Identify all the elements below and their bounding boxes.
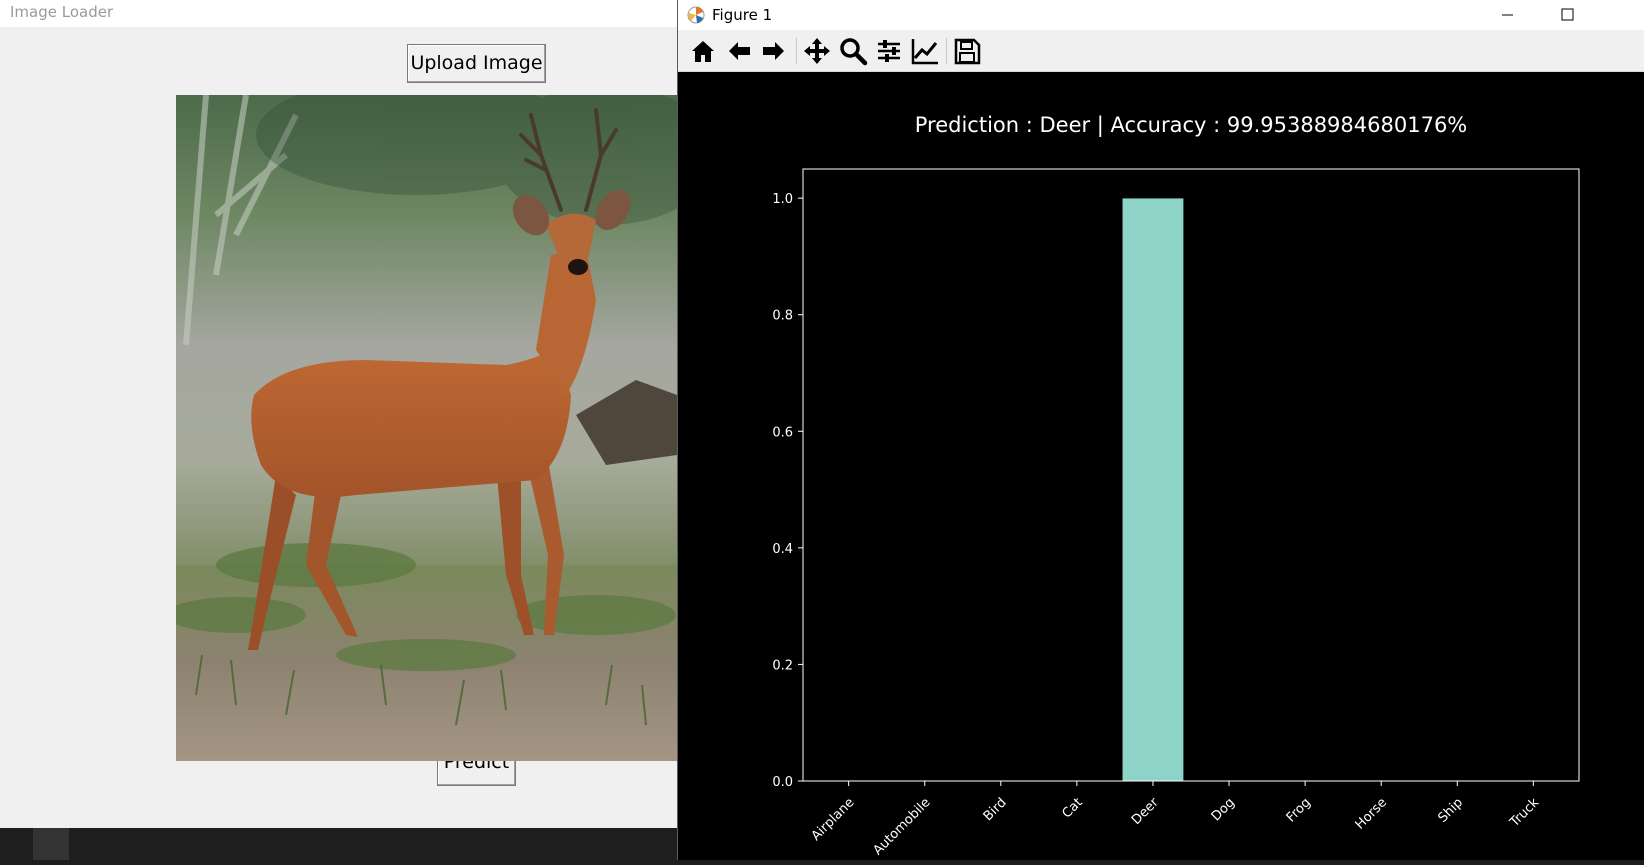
home-button[interactable] bbox=[688, 36, 718, 66]
matplotlib-logo-icon bbox=[687, 6, 705, 24]
loader-window-title: Image Loader bbox=[10, 3, 114, 21]
home-icon bbox=[692, 41, 714, 62]
zoom-button[interactable] bbox=[838, 36, 868, 66]
pan-icon bbox=[804, 38, 830, 64]
bar-chart: Prediction : Deer | Accuracy : 99.953889… bbox=[772, 113, 1580, 858]
y-tick-label: 0.6 bbox=[772, 425, 793, 440]
figure-window-title: Figure 1 bbox=[712, 6, 773, 24]
axes-frame bbox=[802, 168, 1580, 782]
pan-button[interactable] bbox=[802, 36, 832, 66]
x-tick-label-automobile: Automobile bbox=[870, 795, 933, 858]
forward-button[interactable] bbox=[759, 36, 789, 66]
bar-deer bbox=[1122, 198, 1184, 781]
x-tick-label-truck: Truck bbox=[1507, 795, 1543, 831]
x-tick-label-dog: Dog bbox=[1209, 795, 1238, 824]
chart-title: Prediction : Deer | Accuracy : 99.953889… bbox=[915, 113, 1468, 138]
toolbar-separator bbox=[946, 38, 947, 64]
forward-arrow-icon bbox=[763, 42, 784, 60]
deer-body bbox=[248, 108, 631, 650]
x-tick-label-bird: Bird bbox=[981, 795, 1010, 824]
figure-toolbar bbox=[678, 30, 1644, 72]
back-button[interactable] bbox=[724, 36, 754, 66]
y-tick-label: 0.0 bbox=[772, 775, 793, 790]
x-tick-label-ship: Ship bbox=[1435, 795, 1466, 826]
zoom-icon bbox=[840, 38, 868, 66]
x-tick-label-deer: Deer bbox=[1129, 795, 1162, 828]
y-tick-label: 0.2 bbox=[772, 658, 793, 673]
figure-canvas[interactable]: Prediction : Deer | Accuracy : 99.953889… bbox=[678, 72, 1644, 860]
maximize-button[interactable] bbox=[1544, 0, 1590, 30]
figure-window: Figure 1 bbox=[677, 0, 1644, 860]
y-tick-label: 0.8 bbox=[772, 309, 793, 324]
back-arrow-icon bbox=[729, 42, 750, 60]
save-icon bbox=[954, 38, 981, 65]
editor-gutter bbox=[33, 828, 69, 860]
y-tick-label: 1.0 bbox=[772, 192, 793, 207]
edit-curves-icon bbox=[911, 39, 938, 65]
loader-titlebar[interactable]: Image Loader bbox=[0, 0, 677, 27]
save-button[interactable] bbox=[952, 36, 982, 66]
x-tick-label-cat: Cat bbox=[1059, 795, 1085, 821]
figure-titlebar[interactable]: Figure 1 bbox=[678, 0, 1644, 30]
minimize-button[interactable] bbox=[1484, 0, 1530, 30]
upload-image-button[interactable]: Upload Image bbox=[407, 44, 546, 83]
subplots-button[interactable] bbox=[874, 36, 904, 66]
edit-curves-button[interactable] bbox=[910, 36, 940, 66]
x-tick-label-airplane: Airplane bbox=[809, 795, 858, 844]
minimize-icon bbox=[1502, 14, 1513, 16]
y-tick-label: 0.4 bbox=[772, 542, 793, 557]
image-loader-window: Image Loader Upload Image Predict bbox=[0, 0, 677, 828]
x-tick-label-frog: Frog bbox=[1284, 795, 1314, 825]
deer-photo bbox=[176, 95, 677, 761]
editor-background-strip bbox=[0, 828, 677, 860]
toolbar-separator bbox=[796, 38, 797, 64]
x-tick-label-horse: Horse bbox=[1353, 795, 1390, 832]
subplots-icon bbox=[878, 40, 900, 62]
maximize-icon bbox=[1561, 8, 1574, 21]
